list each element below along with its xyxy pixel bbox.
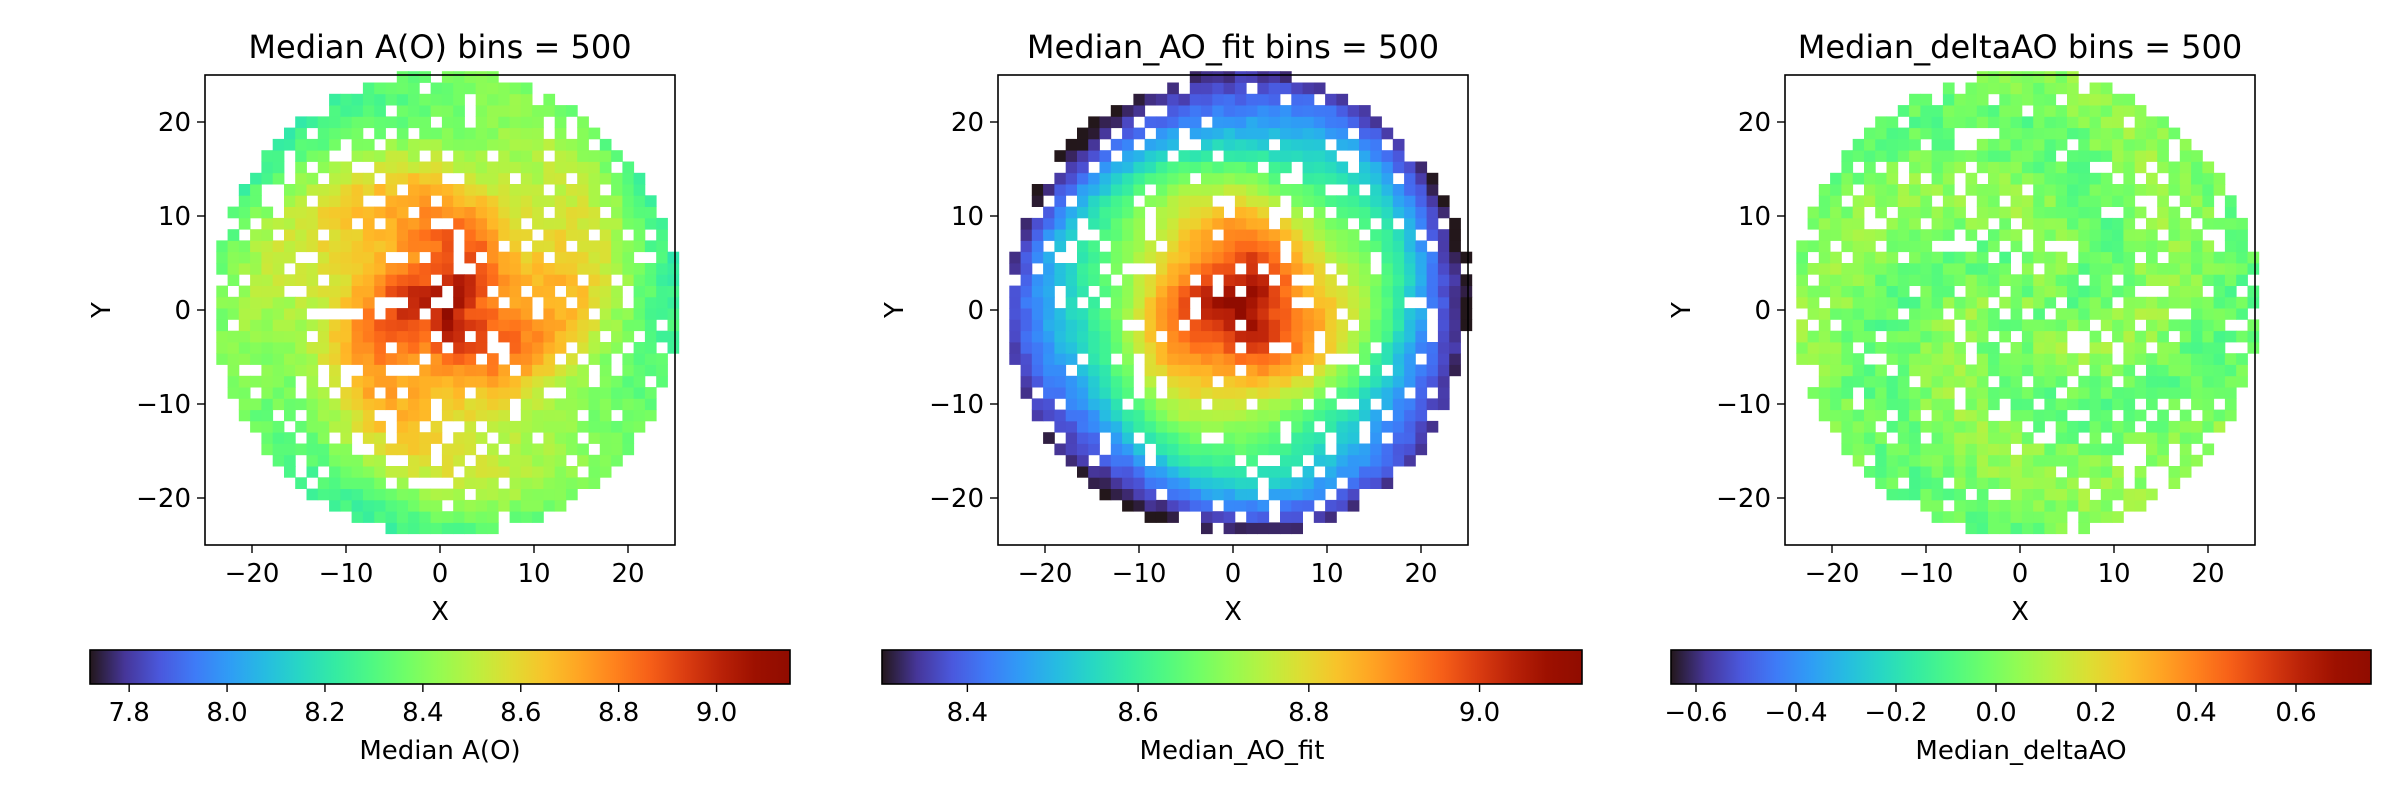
colorbar-tick-label: 8.8 <box>1288 698 1329 728</box>
x-tick-label: −20 <box>225 559 280 589</box>
colorbar-tick-label: 0.2 <box>2075 698 2116 728</box>
y-tick-label: 10 <box>951 202 984 232</box>
y-axis-label: Y <box>880 302 910 319</box>
colorbar-tick-label: 8.4 <box>947 698 988 728</box>
y-tick-label: 10 <box>158 202 191 232</box>
colorbar-label: Median A(O) <box>359 736 520 766</box>
heatmap-field <box>1009 71 1473 535</box>
colorbar <box>881 649 1583 685</box>
y-tick-label: 0 <box>1754 296 1771 326</box>
y-axis-label: Y <box>1667 302 1697 319</box>
panel-3 <box>1670 71 2372 692</box>
y-tick-label: 20 <box>1738 108 1771 138</box>
x-axis-label: X <box>1224 597 1242 627</box>
chart-title: Median A(O) bins = 500 <box>248 28 631 66</box>
y-tick-label: 10 <box>1738 202 1771 232</box>
colorbar-tick-label: 0.0 <box>1975 698 2016 728</box>
colorbar-tick-label: 8.8 <box>598 698 639 728</box>
x-tick-label: −10 <box>1112 559 1167 589</box>
y-tick-label: 0 <box>967 296 984 326</box>
y-tick-label: 0 <box>174 296 191 326</box>
colorbar-label: Median_AO_fit <box>1140 736 1325 766</box>
panel-2 <box>881 71 1583 692</box>
colorbar-tick-label: 8.6 <box>1117 698 1158 728</box>
colorbar-tick-label: 8.0 <box>206 698 247 728</box>
y-tick-label: 20 <box>951 108 984 138</box>
y-tick-label: −10 <box>929 390 984 420</box>
colorbar-tick-label: 8.4 <box>402 698 443 728</box>
x-axis-label: X <box>2011 597 2029 627</box>
chart-title: Median_AO_fit bins = 500 <box>1027 28 1439 66</box>
x-tick-label: −20 <box>1805 559 1860 589</box>
y-tick-label: −10 <box>136 390 191 420</box>
x-tick-label: −20 <box>1018 559 1073 589</box>
x-tick-label: 0 <box>432 559 449 589</box>
heatmap-field <box>216 71 680 535</box>
colorbar-label: Median_deltaAO <box>1915 736 2126 766</box>
y-tick-label: −20 <box>1716 484 1771 514</box>
x-tick-label: 0 <box>1225 559 1242 589</box>
y-tick-label: −10 <box>1716 390 1771 420</box>
colorbar-tick-label: 9.0 <box>696 698 737 728</box>
colorbar-tick-label: −0.4 <box>1764 698 1827 728</box>
x-tick-label: −10 <box>319 559 374 589</box>
colorbar-tick-label: 9.0 <box>1459 698 1500 728</box>
x-tick-label: 10 <box>2097 559 2130 589</box>
colorbar-tick-label: −0.6 <box>1664 698 1727 728</box>
panel-1 <box>89 71 791 692</box>
y-axis-label: Y <box>87 302 117 319</box>
x-axis-label: X <box>431 597 449 627</box>
x-tick-label: −10 <box>1899 559 1954 589</box>
colorbar <box>1670 649 2372 685</box>
colorbar-tick-label: 8.2 <box>304 698 345 728</box>
colorbar <box>89 649 791 685</box>
x-tick-label: 10 <box>1310 559 1343 589</box>
colorbar-tick-label: 8.6 <box>500 698 541 728</box>
y-tick-label: −20 <box>136 484 191 514</box>
chart-title: Median_deltaAO bins = 500 <box>1798 28 2243 66</box>
x-tick-label: 10 <box>517 559 550 589</box>
colorbar-tick-label: 0.6 <box>2275 698 2316 728</box>
y-tick-label: 20 <box>158 108 191 138</box>
x-tick-label: 20 <box>611 559 644 589</box>
colorbar-tick-label: 0.4 <box>2175 698 2216 728</box>
colorbar-tick-label: 7.8 <box>108 698 149 728</box>
x-tick-label: 20 <box>2191 559 2224 589</box>
y-tick-label: −20 <box>929 484 984 514</box>
x-tick-label: 0 <box>2012 559 2029 589</box>
heatmap-field <box>1796 71 2260 535</box>
colorbar-tick-label: −0.2 <box>1864 698 1927 728</box>
x-tick-label: 20 <box>1404 559 1437 589</box>
